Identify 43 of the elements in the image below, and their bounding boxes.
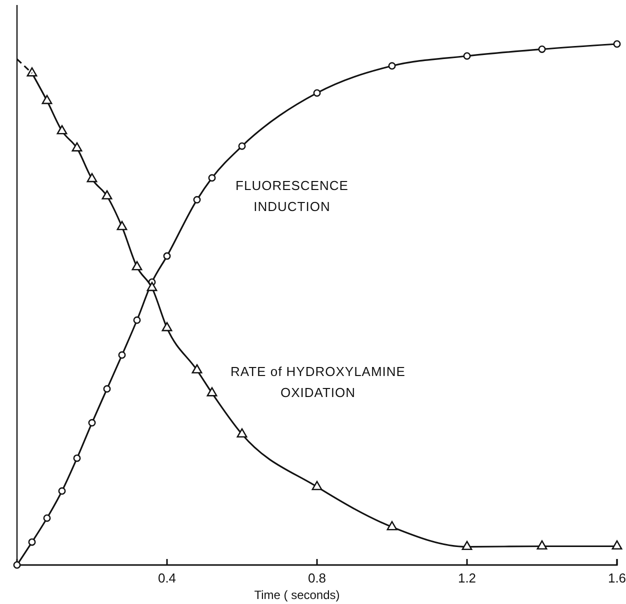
point — [132, 261, 142, 270]
point — [73, 454, 81, 462]
point — [103, 385, 111, 393]
x-tick-label: 1.6 — [608, 570, 626, 586]
point — [193, 196, 201, 204]
point — [538, 45, 546, 53]
point — [163, 252, 171, 260]
point — [72, 142, 82, 152]
point — [86, 173, 98, 182]
point — [236, 428, 248, 438]
point — [612, 540, 622, 550]
x-tick-label: 0.4 — [158, 570, 176, 586]
point — [388, 62, 396, 70]
point — [56, 125, 68, 134]
point — [462, 540, 472, 550]
point — [313, 89, 321, 97]
point — [42, 94, 52, 104]
point — [116, 220, 128, 230]
point — [146, 282, 158, 292]
series-label: RATE of HYDROXYLAMINE OXIDATION — [230, 364, 406, 400]
point — [238, 142, 246, 150]
series-label: FLUORESCENCE INDUCTION — [236, 178, 348, 214]
point — [28, 538, 36, 546]
point — [118, 351, 126, 359]
point — [102, 190, 112, 200]
point — [58, 487, 66, 495]
point — [312, 480, 322, 490]
point — [43, 514, 51, 522]
point — [613, 40, 621, 48]
point — [208, 174, 216, 182]
x-tick-label: 1.2 — [458, 570, 476, 586]
point — [26, 67, 38, 76]
x-tick-label: 0.8 — [308, 570, 326, 586]
point — [133, 316, 141, 324]
point — [13, 561, 21, 569]
point — [88, 419, 96, 426]
point — [192, 364, 202, 374]
point — [162, 322, 172, 332]
point — [206, 387, 218, 396]
point — [536, 540, 548, 550]
point — [386, 521, 398, 530]
x-axis-title: Time ( seconds) — [254, 588, 340, 602]
point — [463, 52, 471, 60]
